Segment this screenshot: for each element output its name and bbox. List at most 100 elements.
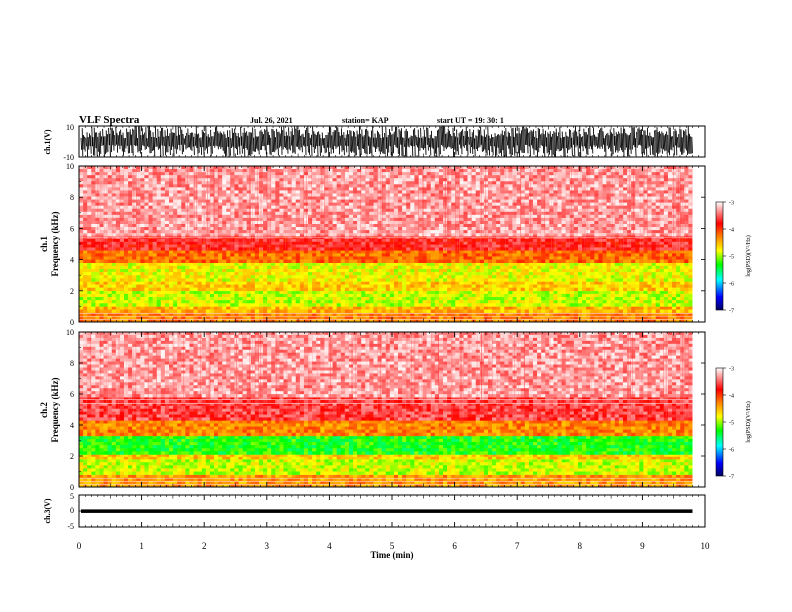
ch1-spectrogram-cell-b2-r1-c37: [230, 293, 235, 298]
ch1-spectrogram-cell-b7-r2-c107: [516, 172, 522, 176]
ch1-spectrogram-cell-b2-r1-c40: [242, 293, 247, 298]
ch1-spectrogram-cell-b5-r2-c112: [537, 256, 542, 260]
ch1-spectrogram-cell-b7-r1-c139: [647, 169, 652, 173]
ch1-spectrogram-cell-b4-r0-c136: [635, 262, 640, 267]
ch1-spectrogram-cell-b1-r1-c66: [348, 309, 354, 313]
ch1-spectrogram-cell-b0-r0-c67: [353, 312, 358, 317]
ch1-spectrogram-cell-b7-r1-c75: [385, 169, 391, 173]
ch1-spectrogram-cell-b2-r1-c69: [361, 293, 366, 298]
ch1-spectrogram-cell-b4-r1-c22: [168, 265, 174, 270]
ch1-spectrogram-cell-b4-r4-c138: [643, 275, 648, 279]
ch1-spectrogram-cell-b6-r4-c136: [635, 247, 640, 251]
ch1-spectrogram-cell-b4-r5-c95: [467, 278, 472, 282]
ch1-spectrogram-cell-b7-r2-c145: [672, 172, 677, 176]
ch1-spectrogram-cell-b5-r3-c147: [680, 259, 685, 264]
ch1-spectrogram-cell-b2-r0-c32: [209, 290, 215, 295]
ch1-spectrogram-cell-b6-r2-c77: [393, 241, 399, 245]
ch1-spectrogram-cell-b1-r1-c18: [152, 309, 158, 313]
ch1-spectrogram-cell-b3-r2-c141: [655, 287, 661, 292]
ch1-spectrogram-cell-b2-r2-c93: [459, 297, 464, 301]
ch1-spectrogram-cell-b1-r1-c118: [561, 309, 566, 313]
ch1-spectrogram-cell-b4-r0-c95: [467, 262, 472, 267]
ch1-spectrogram-cell-b5-r0-c60: [324, 250, 329, 254]
ch1-spectrogram-cell-b7-r0-c118: [561, 166, 566, 170]
ch1-spectrogram-cell-b6-r1-c91: [451, 239, 456, 243]
ch1-spectrogram-cell-b1-r1-c145: [672, 309, 677, 313]
ch1-spectrogram-cell-b2-r3-c5: [99, 300, 104, 304]
ch1-spectrogram-cell-b2-r4-c85: [426, 303, 432, 307]
ch1-spectrogram-cell-b4-r2-c149: [688, 268, 693, 273]
ch1-spectrogram-cell-b7-r0-c113: [541, 166, 546, 170]
ch1-spectrogram-cell-b1-r0-c4: [95, 306, 100, 310]
ch1-spectrogram-cell-b3-r0-c63: [336, 281, 342, 285]
ch1-spectrogram-cell-b4-r4-c105: [508, 275, 513, 279]
ch1-spectrogram-cell-b3-r1-c28: [193, 284, 198, 288]
ch1-spectrogram-cell-b7-r4-c147: [680, 178, 685, 182]
ch1-spectrogram-cell-b4-r2-c60: [324, 268, 329, 273]
ch1-spectrogram-cell-b4-r4-c33: [213, 275, 219, 279]
ch1-spectrogram-cell-b0-r1-c144: [667, 315, 673, 320]
ch1-spectrogram-cell-b0-r0-c30: [201, 312, 207, 317]
ch1-spectrogram-cell-b4-r2-c61: [328, 268, 333, 273]
ch1-spectrogram-cell-b2-r3-c103: [500, 300, 505, 304]
ch1-spectrogram-cell-b7-r3-c47: [271, 175, 276, 179]
ch1-spectrogram-cell-b4-r2-c124: [586, 268, 591, 273]
ch1-spectrogram-cell-b7-r0-c134: [627, 166, 632, 170]
ch1-spectrogram-cell-b6-r3-c51: [287, 244, 292, 248]
ch1-spectrogram-cell-b2-r4-c28: [193, 303, 198, 307]
ch1-spectrogram-cell-b0-r2-c91: [451, 318, 456, 322]
ch1-spectrogram-cell-b4-r2-c59: [320, 268, 325, 273]
ch1-spectrogram-cell-b5-r0-c124: [586, 250, 591, 254]
ch1-spectrogram-cell-b2-r2-c90: [447, 297, 452, 301]
ch1-spectrogram-cell-b5-r1-c127: [598, 253, 603, 257]
ch1-spectrogram-cell-b1-r0-c133: [622, 306, 628, 310]
ch1-spectrogram-cell-b5-r2-c69: [361, 256, 366, 260]
ch1-spectrogram-cell-b2-r1-c11: [123, 293, 129, 298]
ch1-spectrogram-cell-b2-r0-c138: [643, 290, 648, 295]
ch1-spectrogram-cell-b4-r3-c54: [299, 272, 305, 276]
ch1-spectrogram-cell-b7-r0-c8: [111, 166, 117, 170]
ch1-spectrogram-cell-b6-r1-c33: [213, 239, 219, 243]
ch1-spectrogram-cell-b5-r2-c33: [213, 256, 219, 260]
ch1-spectrogram-cell-b2-r2-c67: [353, 297, 358, 301]
ch1-spectrogram-cell-b6-r1-c131: [614, 239, 620, 243]
ch1-spectrogram-cell-b4-r0-c91: [451, 262, 456, 267]
ch1-spectrogram-cell-b3-r2-c107: [516, 287, 522, 292]
ch1-spectrogram-cell-b0-r2-c134: [627, 318, 632, 322]
ch1-spectrogram-cell-b6-r1-c70: [365, 239, 370, 243]
ch1-spectrogram-cell-b6-r3-c76: [389, 244, 395, 248]
ch1-spectrogram-cell-b4-r3-c59: [320, 272, 325, 276]
ch1-spectrogram-cell-b4-r2-c128: [602, 268, 607, 273]
ch1-spectrogram-cell-b2-r0-c119: [565, 290, 571, 295]
ch1-spectrogram-cell-b4-r3-c105: [508, 272, 513, 276]
ch1-spectrogram-cell-b2-r1-c92: [455, 293, 460, 298]
ch1-spectrogram-cell-b3-r1-c8: [111, 284, 117, 288]
ch1-spectrogram-cell-b3-r1-c22: [168, 284, 174, 288]
ch1-spectrogram-cell-b2-r4-c99: [483, 303, 489, 307]
ch1-spectrogram-cell-b6-r4-c80: [406, 247, 411, 251]
ch1-spectrogram-cell-b6-r4-c6: [103, 247, 108, 251]
ch1-spectrogram-cell-b1-r0-c108: [520, 306, 526, 310]
ch1-spectrogram-cell-b2-r2-c6: [103, 297, 108, 301]
ch1-spectrogram-cell-b6-r3-c92: [455, 244, 460, 248]
ch1-spectrogram-cell-b0-r0-c98: [479, 312, 485, 317]
ch1-spectrogram-cell-b6-r3-c122: [577, 244, 583, 248]
ch1-spectrogram-cell-b5-r1-c68: [357, 253, 362, 257]
ch1-spectrogram-cell-b7-r2-c60: [324, 172, 329, 176]
ch1-spectrogram-cell-b2-r3-c54: [299, 300, 305, 304]
ch1-spectrogram-cell-b7-r2-c112: [537, 172, 542, 176]
ch1-spectrogram-cell-b4-r5-c42: [250, 278, 256, 282]
ch1-spectrogram-cell-b5-r0-c83: [418, 250, 423, 254]
ch1-spectrogram-cell-b2-r4-c64: [340, 303, 346, 307]
ch1-spectrogram-cell-b7-r2-c106: [512, 172, 517, 176]
ch1-spectrogram-cell-b0-r1-c58: [316, 315, 321, 320]
ch1-spectrogram-cell-b2-r0-c104: [504, 290, 509, 295]
ch1-spectrogram-cell-b0-r1-c32: [209, 315, 215, 320]
ch1-spectrogram-cell-b6-r3-c9: [115, 244, 121, 248]
ch1-spectrogram-cell-b0-r0-c82: [414, 312, 419, 317]
ch1-spectrogram-cell-b7-r5-c8: [111, 181, 117, 185]
ch1-spectrogram-cell-b3-r2-c79: [402, 287, 407, 292]
ch1-spectrogram-cell-b4-r1-c147: [680, 265, 685, 270]
ch1-spectrogram-cell-b4-r4-c11: [123, 275, 129, 279]
ch1-spectrogram-cell-b4-r2-c47: [271, 268, 276, 273]
